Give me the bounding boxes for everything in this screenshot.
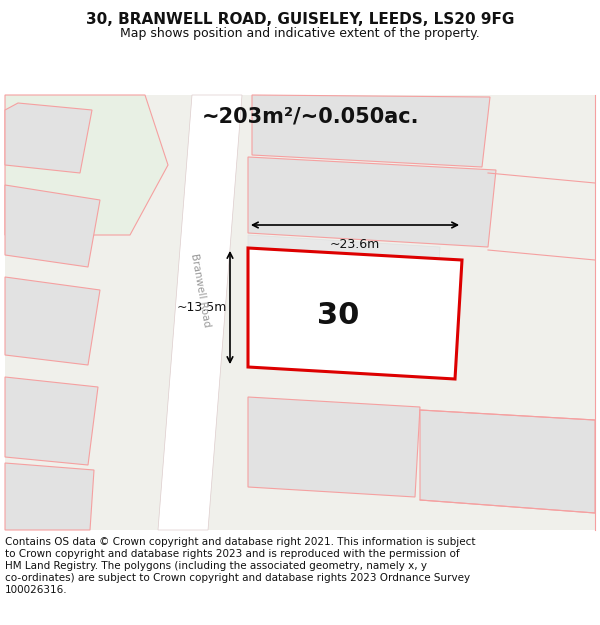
Polygon shape: [5, 185, 100, 267]
Text: HM Land Registry. The polygons (including the associated geometry, namely x, y: HM Land Registry. The polygons (includin…: [5, 561, 427, 571]
Text: 30, BRANWELL ROAD, GUISELEY, LEEDS, LS20 9FG: 30, BRANWELL ROAD, GUISELEY, LEEDS, LS20…: [86, 12, 514, 27]
Polygon shape: [248, 235, 440, 379]
Text: to Crown copyright and database rights 2023 and is reproduced with the permissio: to Crown copyright and database rights 2…: [5, 549, 460, 559]
Polygon shape: [5, 463, 94, 530]
Bar: [5, 95, 595, 530]
Text: ~13.5m: ~13.5m: [176, 301, 227, 314]
Polygon shape: [5, 95, 168, 235]
Text: ~23.6m: ~23.6m: [330, 238, 380, 251]
Polygon shape: [248, 248, 462, 379]
Text: co-ordinates) are subject to Crown copyright and database rights 2023 Ordnance S: co-ordinates) are subject to Crown copyr…: [5, 573, 470, 583]
Text: Contains OS data © Crown copyright and database right 2021. This information is : Contains OS data © Crown copyright and d…: [5, 537, 476, 547]
Polygon shape: [5, 103, 92, 173]
Polygon shape: [248, 397, 420, 497]
Text: Branwell Road: Branwell Road: [188, 253, 211, 328]
Polygon shape: [252, 95, 490, 167]
Polygon shape: [248, 157, 496, 247]
Text: 30: 30: [317, 301, 359, 329]
Text: Map shows position and indicative extent of the property.: Map shows position and indicative extent…: [120, 27, 480, 40]
Polygon shape: [158, 95, 242, 530]
Text: 100026316.: 100026316.: [5, 585, 68, 595]
Text: ~203m²/~0.050ac.: ~203m²/~0.050ac.: [201, 107, 419, 127]
Polygon shape: [420, 410, 595, 513]
Polygon shape: [5, 277, 100, 365]
Polygon shape: [5, 377, 98, 465]
